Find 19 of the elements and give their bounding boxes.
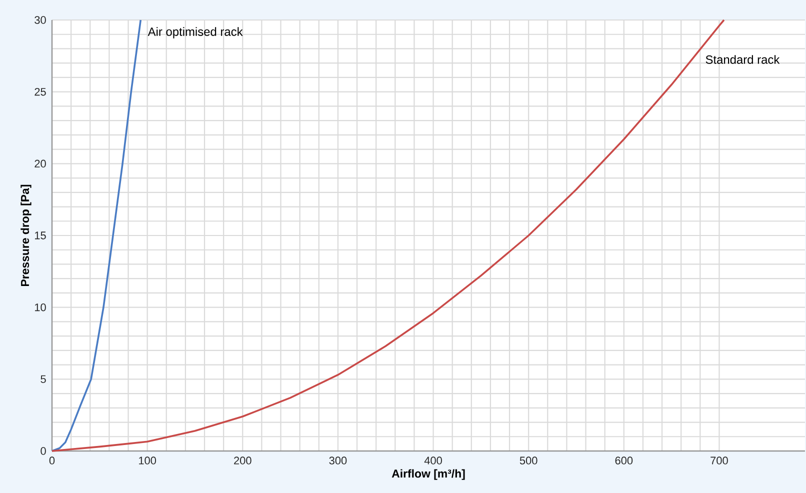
x-tick-label: 100 [139,456,156,464]
x-tick-label: 600 [615,456,633,464]
y-tick-label: 10 [34,303,46,312]
x-tick-label: 300 [329,456,347,464]
series-label: Air optimised rack [148,27,243,38]
y-tick-label: 5 [40,375,46,383]
x-tick-label: 400 [424,456,442,464]
y-tick-label: 30 [34,16,46,24]
x-tick-label: 0 [49,456,55,464]
y-tick-label: 20 [34,160,46,168]
x-tick-label: 500 [520,456,538,464]
y-tick-label: 15 [34,232,46,240]
y-tick-label: 0 [40,447,46,455]
y-axis-title: Pressure drop [Pa] [20,184,32,286]
series-label: Standard rack [706,55,780,64]
y-tick-label: 25 [34,88,46,96]
x-tick-label: 700 [710,456,728,464]
x-tick-label: 200 [234,456,252,464]
x-axis-title: Airflow [m³/h] [392,469,465,480]
